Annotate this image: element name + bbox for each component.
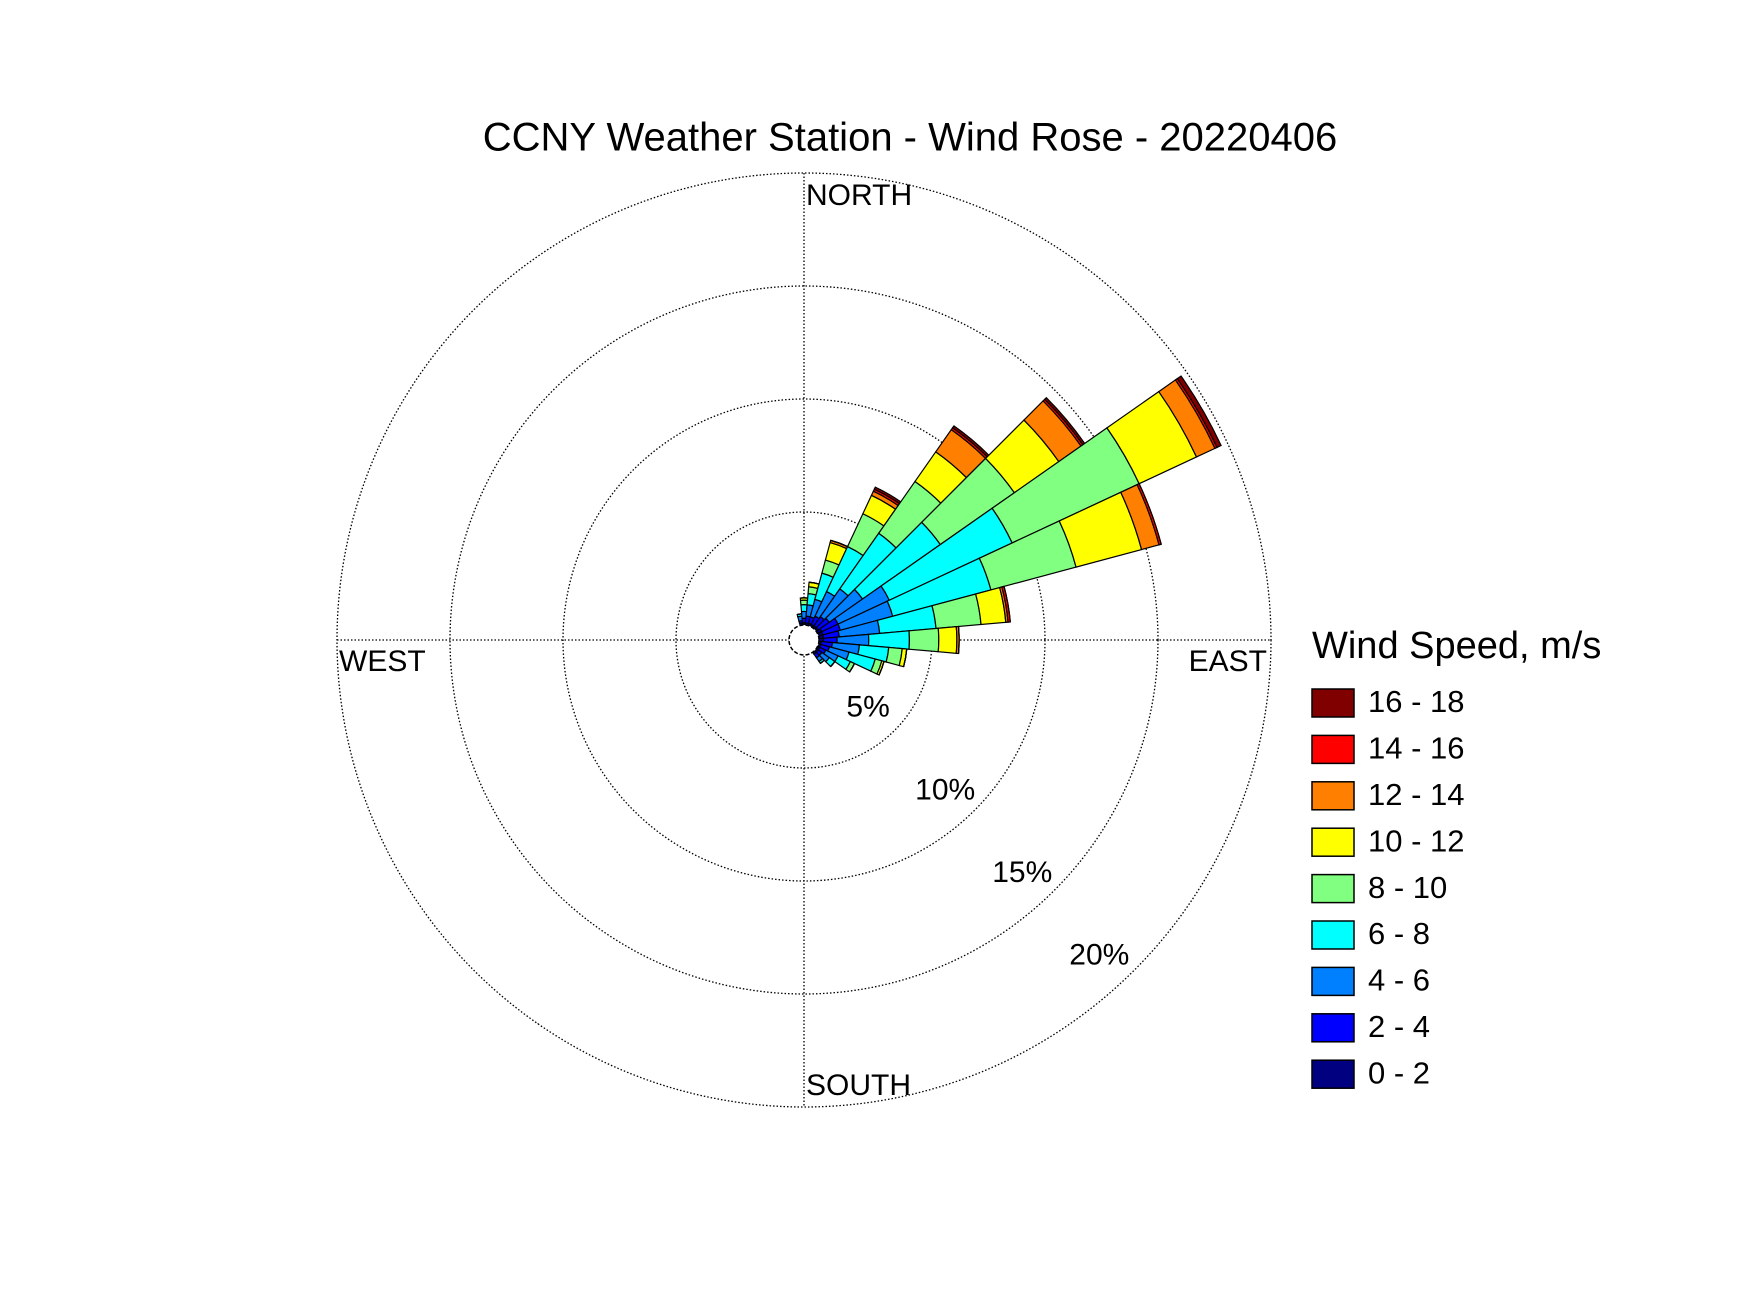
wedge (799, 599, 809, 606)
legend-label: 8 - 10 (1368, 870, 1447, 905)
legend-label: 0 - 2 (1368, 1055, 1430, 1090)
compass-label: SOUTH (806, 1069, 911, 1102)
legend-swatch (1311, 781, 1355, 811)
grid-ring (449, 285, 1159, 995)
legend-swatch (1311, 966, 1355, 997)
legend-swatch (1311, 827, 1355, 857)
legend-swatch (1311, 873, 1355, 904)
compass-label: WEST (339, 645, 426, 678)
legend-label: 10 - 12 (1368, 823, 1465, 858)
legend-label: 16 - 18 (1368, 684, 1465, 719)
compass-label: EAST (1189, 645, 1267, 678)
wedge (1176, 375, 1222, 449)
wedge (908, 627, 940, 653)
wedge (957, 626, 960, 654)
r-tick-label: 10% (915, 773, 975, 806)
legend-swatch (1311, 1013, 1355, 1043)
legend-swatch (1311, 688, 1355, 718)
chart-title: CCNY Weather Station - Wind Rose - 20220… (483, 116, 1338, 160)
legend-label: 2 - 4 (1368, 1009, 1430, 1044)
center-hole (788, 624, 820, 656)
r-tick-label: 15% (992, 856, 1052, 889)
legend-swatch (1311, 920, 1355, 950)
r-tick-label: 5% (846, 691, 889, 724)
legend-title: Wind Speed, m/s (1312, 625, 1601, 667)
legend-label: 6 - 8 (1368, 916, 1430, 951)
wedge (937, 626, 958, 654)
wedge (1003, 586, 1011, 623)
wedge (830, 661, 836, 668)
legend-label: 4 - 6 (1368, 963, 1430, 998)
legend-label: 14 - 16 (1368, 731, 1465, 766)
r-tick-label: 20% (1069, 939, 1129, 972)
compass-label: NORTH (806, 179, 912, 212)
legend-label: 12 - 14 (1368, 777, 1465, 812)
legend-swatch (1311, 734, 1355, 765)
legend-swatch (1311, 1059, 1355, 1089)
